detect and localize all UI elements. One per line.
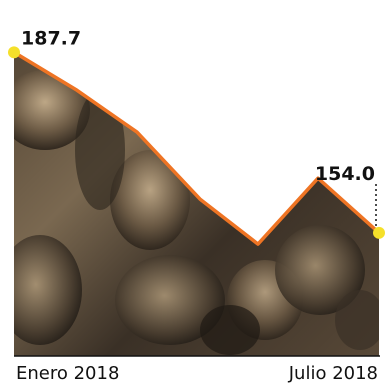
point-marker-0 — [8, 46, 20, 59]
point-marker-1 — [373, 226, 385, 239]
data-label-first: 187.7 — [21, 27, 81, 49]
series-line — [12, 50, 381, 246]
data-label-last: 154.0 — [315, 163, 375, 185]
x-tick-label-start: Enero 2018 — [16, 363, 119, 384]
point-markers — [8, 46, 385, 239]
x-tick-label-end: Julio 2018 — [288, 363, 378, 384]
